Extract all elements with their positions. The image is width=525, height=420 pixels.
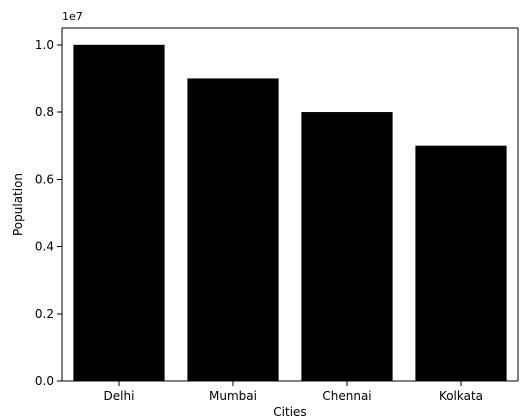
x-tick-label: Kolkata bbox=[439, 389, 483, 403]
x-tick-label: Delhi bbox=[104, 389, 135, 403]
bar bbox=[301, 112, 393, 382]
bar bbox=[187, 78, 279, 381]
y-tick-label: 0.6 bbox=[35, 172, 54, 186]
x-axis-label: Cities bbox=[273, 405, 306, 419]
x-tick-label: Chennai bbox=[322, 389, 371, 403]
y-axis-label: Population bbox=[11, 173, 25, 236]
x-tick-label: Mumbai bbox=[209, 389, 257, 403]
y-axis-offset-label: 1e7 bbox=[62, 10, 83, 23]
y-tick-label: 0.4 bbox=[35, 240, 54, 254]
y-tick-label: 0.2 bbox=[35, 307, 54, 321]
bar bbox=[415, 145, 507, 381]
y-tick-label: 0.8 bbox=[35, 105, 54, 119]
y-tick-label: 1.0 bbox=[35, 38, 54, 52]
y-tick-label: 0.0 bbox=[35, 374, 54, 388]
plot-area: 0.0 0.2 0.4 0.6 0.8 1.0 Delhi Mumbai Chennai Kolk… bbox=[35, 27, 519, 403]
bar bbox=[73, 44, 165, 382]
